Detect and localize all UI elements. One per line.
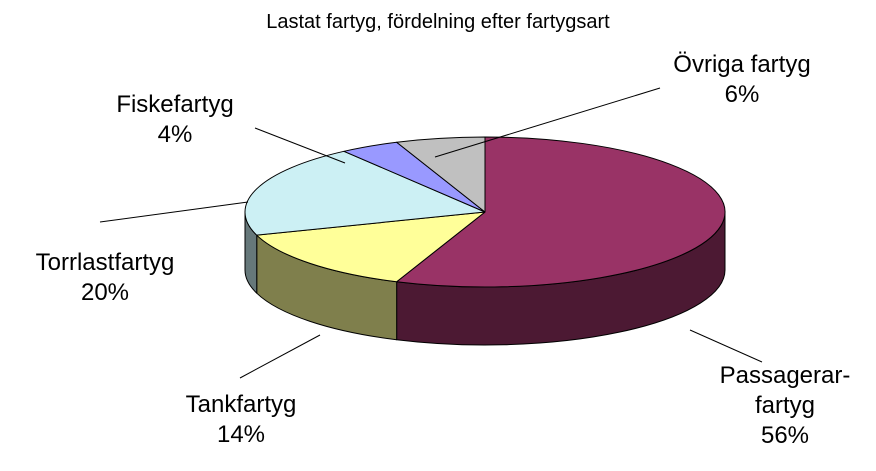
leader-line — [239, 334, 321, 379]
leader-line — [434, 87, 661, 158]
slice-value-label: 6% — [725, 81, 760, 108]
chart-title: Lastat fartyg, fördelning efter fartygsa… — [266, 11, 610, 33]
slice-label: Torrlastfartyg — [36, 249, 175, 276]
leader-line — [689, 329, 763, 363]
pie-slice — [244, 150, 486, 236]
slice-label: Fiskefartyg — [116, 91, 233, 118]
slice-label: Passagerar-fartyg — [720, 362, 851, 419]
slice-value-label: 56% — [761, 422, 809, 449]
slice-value-label: 14% — [217, 421, 265, 448]
leader-line — [254, 127, 346, 164]
pie-slice — [396, 136, 726, 288]
slice-value-label: 4% — [158, 121, 193, 148]
slice-label: Övriga fartyg — [673, 51, 810, 78]
slice-label: Tankfartyg — [186, 391, 297, 418]
leader-line — [99, 201, 249, 223]
pie-slice — [396, 136, 486, 213]
slice-value-label: 20% — [81, 279, 129, 306]
